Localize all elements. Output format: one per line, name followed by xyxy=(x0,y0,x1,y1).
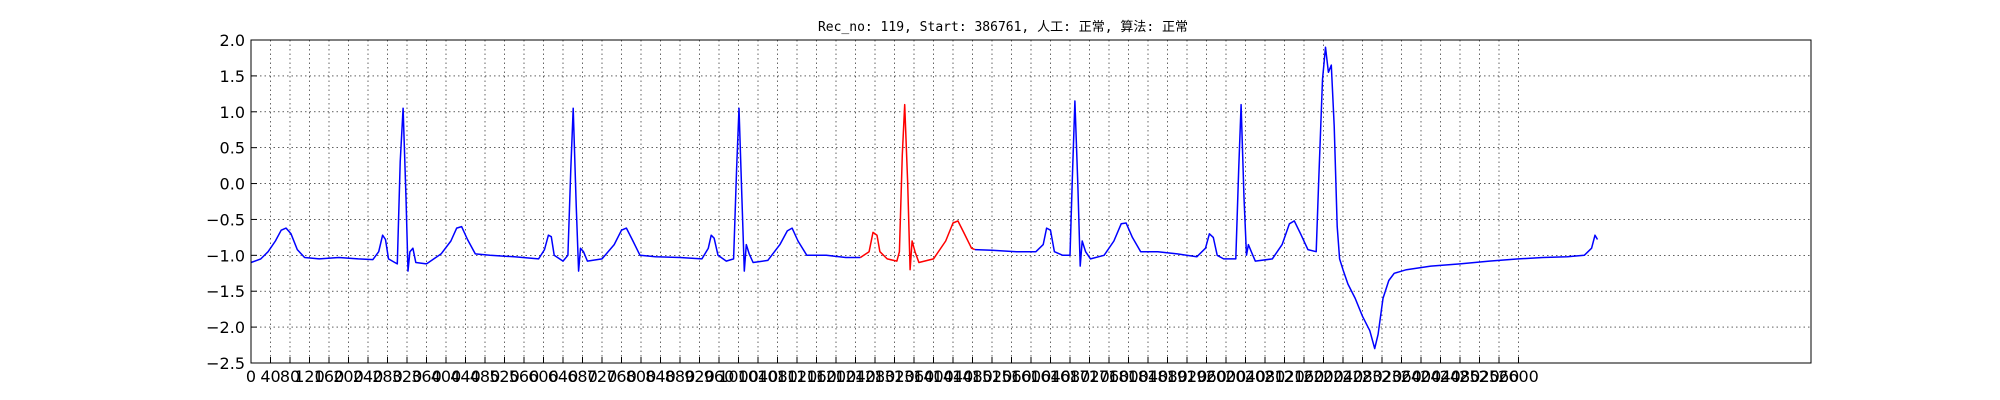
y-tick-label: −0.5 xyxy=(206,210,245,229)
x-tick-label: 40 xyxy=(260,367,280,386)
y-tick-label: 0.5 xyxy=(220,139,245,158)
y-tick-label: −1.0 xyxy=(206,246,245,265)
grid-lines xyxy=(251,40,1811,363)
y-tick-label: −2.0 xyxy=(206,318,245,337)
y-axis-ticks: 2.0 1.5 1.0 0.5 0.0 −0.5 −1.0 −1.5 −2.0 −2.5 xyxy=(206,31,257,373)
y-tick-label: −2.5 xyxy=(206,354,245,373)
x-axis-ticks: 0 40 8012016020024028032036040044048052056… xyxy=(246,357,1539,386)
chart-title: Rec_no: 119, Start: 386761, 人工: 正常, 算法: … xyxy=(818,20,1188,35)
x-tick-label: 2600 xyxy=(1498,367,1539,386)
ecg-series-line-3 xyxy=(975,47,1598,348)
y-tick-label: 1.0 xyxy=(220,103,245,122)
y-tick-label: 2.0 xyxy=(220,31,245,50)
ecg-series-line-1 xyxy=(251,108,860,271)
y-tick-label: 0.0 xyxy=(220,175,245,194)
y-tick-label: 1.5 xyxy=(220,67,245,86)
series-group xyxy=(251,47,1598,348)
ecg-series-line-2 xyxy=(860,105,975,270)
y-tick-label: −1.5 xyxy=(206,282,245,301)
x-tick-label: 0 xyxy=(246,367,256,386)
